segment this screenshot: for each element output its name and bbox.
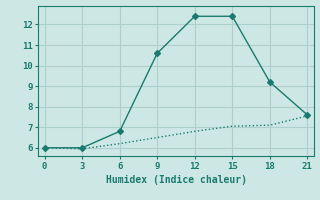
X-axis label: Humidex (Indice chaleur): Humidex (Indice chaleur) [106,175,246,185]
